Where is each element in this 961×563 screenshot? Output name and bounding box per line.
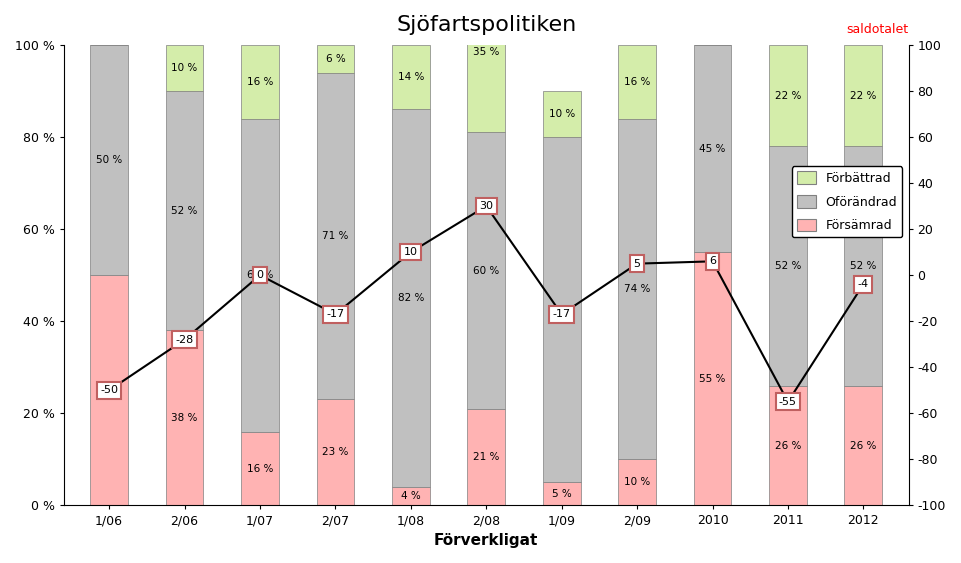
- Text: 22 %: 22 %: [850, 91, 876, 101]
- Text: -4: -4: [858, 279, 869, 289]
- Text: 26 %: 26 %: [850, 441, 876, 450]
- Text: 60 %: 60 %: [473, 266, 500, 275]
- Text: 74 %: 74 %: [624, 284, 651, 294]
- Text: 6: 6: [709, 256, 716, 266]
- Text: 52 %: 52 %: [850, 261, 876, 271]
- Bar: [392, 109, 430, 487]
- Text: -28: -28: [176, 334, 194, 345]
- Bar: [90, 275, 128, 506]
- Bar: [845, 386, 882, 506]
- Bar: [845, 45, 882, 146]
- Text: 10: 10: [404, 247, 418, 257]
- Text: 6 %: 6 %: [326, 53, 345, 64]
- Text: 52 %: 52 %: [775, 261, 801, 271]
- Text: saldotalet: saldotalet: [847, 23, 908, 35]
- Text: 22 %: 22 %: [775, 91, 801, 101]
- Text: 5: 5: [633, 258, 641, 269]
- Bar: [316, 73, 355, 400]
- Bar: [543, 137, 580, 482]
- Bar: [392, 45, 430, 109]
- Text: 10 %: 10 %: [624, 477, 651, 488]
- Bar: [845, 146, 882, 386]
- Text: 21 %: 21 %: [473, 452, 500, 462]
- Text: 5 %: 5 %: [552, 489, 572, 499]
- Bar: [316, 45, 355, 73]
- Bar: [769, 146, 807, 386]
- Text: 35 %: 35 %: [473, 47, 500, 57]
- Bar: [543, 482, 580, 506]
- Text: 26 %: 26 %: [775, 441, 801, 450]
- Text: -17: -17: [327, 309, 344, 319]
- Bar: [241, 432, 279, 506]
- Text: 0: 0: [257, 270, 263, 280]
- Bar: [90, 45, 128, 275]
- Bar: [769, 45, 807, 146]
- Bar: [769, 386, 807, 506]
- Text: 82 %: 82 %: [398, 293, 424, 303]
- Bar: [467, 409, 505, 506]
- Text: 10 %: 10 %: [171, 63, 198, 73]
- Text: 16 %: 16 %: [247, 77, 273, 87]
- Bar: [165, 330, 204, 506]
- Bar: [165, 45, 204, 91]
- Text: 50 %: 50 %: [96, 385, 122, 395]
- Text: 45 %: 45 %: [700, 144, 726, 154]
- Text: 52 %: 52 %: [171, 205, 198, 216]
- Text: 71 %: 71 %: [322, 231, 349, 241]
- Bar: [543, 91, 580, 137]
- Text: 4 %: 4 %: [401, 491, 421, 501]
- Title: Sjöfartspolitiken: Sjöfartspolitiken: [396, 15, 577, 35]
- Text: 38 %: 38 %: [171, 413, 198, 423]
- Bar: [165, 91, 204, 330]
- Bar: [618, 45, 656, 119]
- Bar: [241, 45, 279, 119]
- Text: 55 %: 55 %: [700, 374, 726, 384]
- Bar: [694, 45, 731, 252]
- Text: -17: -17: [553, 309, 571, 319]
- Text: 16 %: 16 %: [624, 77, 651, 87]
- Text: -50: -50: [100, 385, 118, 395]
- Bar: [618, 119, 656, 459]
- Bar: [467, 132, 505, 409]
- Text: 50 %: 50 %: [96, 155, 122, 165]
- Text: 68 %: 68 %: [247, 270, 273, 280]
- Legend: Förbättrad, Oförändrad, Försämrad: Förbättrad, Oförändrad, Försämrad: [792, 166, 902, 237]
- Text: 75 %: 75 %: [549, 305, 575, 315]
- Text: -55: -55: [779, 397, 797, 407]
- Bar: [694, 252, 731, 506]
- Text: 10 %: 10 %: [549, 109, 575, 119]
- Bar: [392, 487, 430, 506]
- Text: 16 %: 16 %: [247, 463, 273, 473]
- Bar: [241, 119, 279, 432]
- Bar: [467, 0, 505, 132]
- Bar: [316, 400, 355, 506]
- X-axis label: Förverkligat: Förverkligat: [434, 533, 538, 548]
- Text: 30: 30: [480, 201, 493, 211]
- Text: 23 %: 23 %: [322, 448, 349, 458]
- Text: 14 %: 14 %: [398, 72, 424, 82]
- Bar: [618, 459, 656, 506]
